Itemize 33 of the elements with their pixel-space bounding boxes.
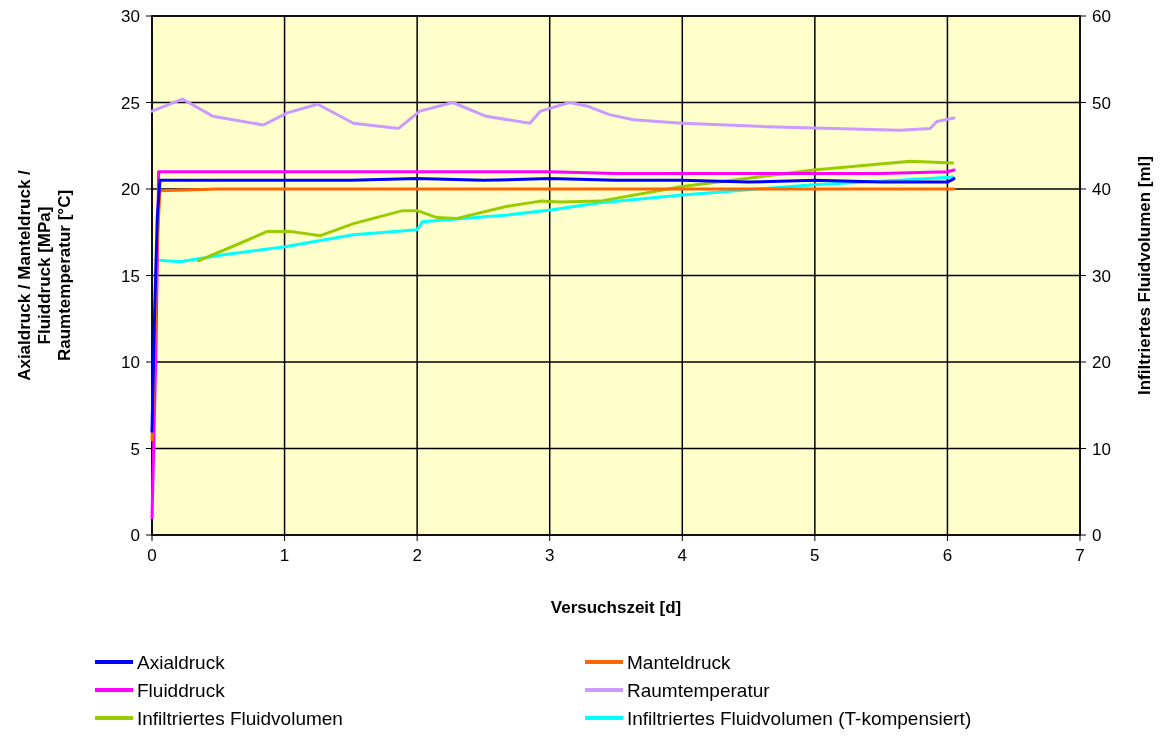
- y-tick-label: 20: [121, 180, 140, 199]
- y2-tick-label: 30: [1092, 266, 1111, 286]
- y2-tick-label: 60: [1092, 7, 1111, 26]
- legend-label: Manteldruck: [627, 652, 731, 673]
- x-tick-label: 6: [942, 546, 953, 565]
- y-tick-label: 0: [130, 526, 140, 545]
- legend-label: Raumtemperatur: [627, 680, 771, 701]
- line-series: [150, 97, 956, 132]
- y2-tick-label: 10: [1092, 439, 1111, 459]
- legend-label: Infiltriertes Fluidvolumen: [137, 708, 343, 729]
- legend-label: Fluiddruck: [137, 680, 226, 701]
- x-tick-label: 1: [279, 546, 290, 565]
- x-tick-label: 2: [412, 546, 422, 565]
- y2-axis-title: Infiltriertes Fluidvolumen [ml]: [1135, 156, 1154, 395]
- y-tick-label: 10: [121, 353, 140, 372]
- y2-tick-label: 20: [1092, 353, 1111, 372]
- line-series: [196, 159, 955, 263]
- y2-tick-label: 50: [1092, 93, 1111, 113]
- legend-label: Axialdruck: [137, 652, 226, 673]
- x-tick-label: 5: [810, 546, 820, 565]
- y-axis-title: Axialdruck / Manteldruck / Fluiddruck [MPa] Raumtemperatur [°C]: [15, 169, 74, 381]
- x-tick-label: 3: [544, 546, 555, 565]
- y-tick-label: 25: [121, 93, 140, 113]
- y2-tick-label: 40: [1092, 180, 1111, 199]
- x-tick-label: 0: [147, 546, 157, 565]
- x-tick-label: 4: [677, 546, 688, 565]
- y-tick-label: 5: [130, 439, 140, 459]
- y-tick-label: 30: [121, 7, 140, 26]
- x-axis-title: Versuchszeit [d]: [550, 598, 682, 617]
- legend-label: Infiltriertes Fluidvolumen (T-kompensiert): [627, 708, 972, 729]
- y-tick-label: 15: [121, 266, 140, 286]
- y2-tick-label: 0: [1092, 526, 1102, 545]
- x-tick-label: 7: [1075, 546, 1085, 565]
